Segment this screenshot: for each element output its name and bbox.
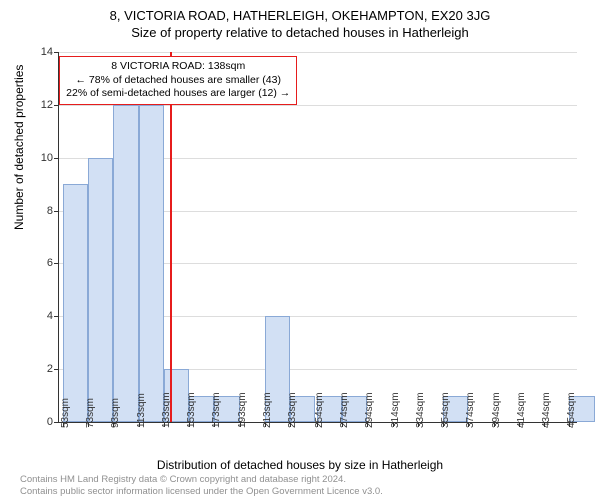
footer-line-2: Contains public sector information licen… [20, 486, 600, 497]
xtick-label: 394sqm [491, 392, 502, 428]
gridline [59, 52, 577, 53]
footer-line-1: Contains HM Land Registry data © Crown c… [20, 474, 600, 485]
ytick-label: 8 [47, 205, 59, 217]
histogram-bar [139, 105, 164, 422]
property-marker-line [170, 52, 172, 422]
annotation-line: ← 78% of detached houses are smaller (43… [66, 74, 290, 88]
chart-plot-area: 0246810121453sqm73sqm93sqm113sqm133sqm15… [58, 52, 577, 423]
xtick-label: 193sqm [237, 392, 248, 428]
histogram-bar [113, 105, 138, 422]
xtick-label: 274sqm [339, 392, 350, 428]
chart-supertitle: 8, VICTORIA ROAD, HATHERLEIGH, OKEHAMPTO… [0, 8, 600, 23]
annotation-callout: 8 VICTORIA ROAD: 138sqm← 78% of detached… [59, 56, 297, 105]
xtick-label: 93sqm [110, 398, 121, 428]
footer-attribution: Contains HM Land Registry data © Crown c… [20, 474, 600, 497]
xtick-label: 314sqm [390, 392, 401, 428]
xtick-label: 173sqm [211, 392, 222, 428]
xtick-label: 354sqm [440, 392, 451, 428]
xtick-label: 334sqm [415, 392, 426, 428]
xtick-label: 374sqm [465, 392, 476, 428]
annotation-line: 8 VICTORIA ROAD: 138sqm [66, 60, 290, 74]
ytick-label: 14 [41, 46, 59, 58]
chart-title: Size of property relative to detached ho… [0, 25, 600, 40]
xtick-label: 53sqm [60, 398, 71, 428]
xtick-label: 254sqm [314, 392, 325, 428]
annotation-line: 22% of semi-detached houses are larger (… [66, 87, 290, 101]
ytick-label: 0 [47, 416, 59, 428]
histogram-bar [63, 184, 88, 422]
y-axis-label: Number of detached properties [12, 65, 26, 230]
xtick-label: 414sqm [516, 392, 527, 428]
ytick-label: 2 [47, 363, 59, 375]
ytick-label: 10 [41, 152, 59, 164]
xtick-label: 454sqm [566, 392, 577, 428]
xtick-label: 233sqm [287, 392, 298, 428]
xtick-label: 213sqm [262, 392, 273, 428]
xtick-label: 153sqm [186, 392, 197, 428]
xtick-label: 73sqm [85, 398, 96, 428]
ytick-label: 12 [41, 99, 59, 111]
xtick-label: 434sqm [541, 392, 552, 428]
xtick-label: 113sqm [136, 393, 147, 428]
x-axis-label: Distribution of detached houses by size … [0, 458, 600, 472]
ytick-label: 6 [47, 257, 59, 269]
histogram-bar [88, 158, 113, 422]
ytick-label: 4 [47, 310, 59, 322]
xtick-label: 294sqm [364, 392, 375, 428]
